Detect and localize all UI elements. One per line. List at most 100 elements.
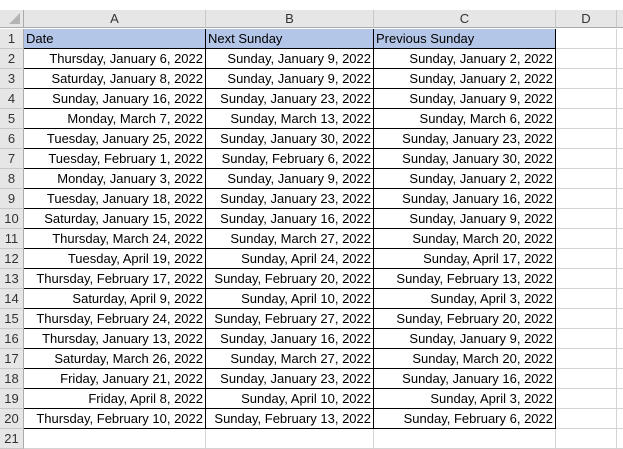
cell[interactable]: Sunday, January 16, 2022 [24,89,206,109]
cell[interactable]: Sunday, April 10, 2022 [206,389,374,409]
cell[interactable]: Sunday, January 2, 2022 [374,49,556,69]
row-header[interactable]: 20 [0,409,24,429]
cell[interactable]: Monday, March 7, 2022 [24,109,206,129]
row-header[interactable]: 6 [0,129,24,149]
cell[interactable]: Sunday, April 10, 2022 [206,289,374,309]
cell[interactable] [617,349,623,369]
column-header-B[interactable]: B [206,10,374,28]
row-header[interactable]: 14 [0,289,24,309]
cell[interactable] [617,289,623,309]
cell[interactable]: Sunday, January 16, 2022 [374,189,556,209]
cell[interactable]: Sunday, January 30, 2022 [374,149,556,169]
cell[interactable] [617,109,623,129]
row-header[interactable]: 18 [0,369,24,389]
row-header[interactable]: 1 [0,29,24,49]
cell[interactable]: Sunday, March 13, 2022 [206,109,374,129]
cell[interactable] [617,209,623,229]
cell[interactable]: Sunday, February 13, 2022 [206,409,374,429]
row-header[interactable]: 7 [0,149,24,169]
cell[interactable]: Sunday, January 9, 2022 [206,69,374,89]
column-header-C[interactable]: C [374,10,556,28]
cell[interactable] [556,369,617,389]
cell[interactable]: Sunday, February 20, 2022 [206,269,374,289]
cell[interactable]: Sunday, April 3, 2022 [374,389,556,409]
cell[interactable] [556,169,617,189]
cell[interactable] [374,429,556,449]
cell[interactable]: Sunday, January 23, 2022 [206,369,374,389]
cell[interactable] [556,209,617,229]
cell[interactable] [556,149,617,169]
cell[interactable]: Sunday, January 9, 2022 [374,329,556,349]
cell[interactable] [556,89,617,109]
cell[interactable]: Sunday, January 2, 2022 [374,69,556,89]
header-cell[interactable]: Previous Sunday [374,29,556,49]
cell[interactable] [556,429,617,449]
cell[interactable]: Sunday, January 30, 2022 [206,129,374,149]
cell[interactable] [617,169,623,189]
cell[interactable] [556,329,617,349]
cell[interactable]: Sunday, January 9, 2022 [374,209,556,229]
cell[interactable]: Thursday, February 10, 2022 [24,409,206,429]
cell[interactable] [617,309,623,329]
row-header[interactable]: 2 [0,49,24,69]
row-header[interactable]: 19 [0,389,24,409]
row-header[interactable]: 16 [0,329,24,349]
cell[interactable] [617,129,623,149]
cell[interactable] [617,409,623,429]
cell[interactable] [617,429,623,449]
cell[interactable] [617,389,623,409]
cell[interactable] [556,389,617,409]
cell[interactable]: Saturday, March 26, 2022 [24,349,206,369]
cell[interactable]: Tuesday, January 25, 2022 [24,129,206,149]
cell[interactable] [206,429,374,449]
cell[interactable]: Sunday, January 23, 2022 [206,189,374,209]
cell[interactable]: Sunday, January 2, 2022 [374,169,556,189]
cell[interactable] [556,249,617,269]
row-header[interactable]: 12 [0,249,24,269]
cell[interactable]: Tuesday, January 18, 2022 [24,189,206,209]
select-all-button[interactable] [0,10,24,28]
cell[interactable]: Thursday, February 24, 2022 [24,309,206,329]
column-header-E[interactable] [617,10,623,28]
column-header-A[interactable]: A [24,10,206,28]
cell[interactable] [556,269,617,289]
cell[interactable]: Sunday, January 16, 2022 [374,369,556,389]
cell[interactable] [617,369,623,389]
cell[interactable] [617,229,623,249]
cell[interactable] [617,329,623,349]
cell[interactable]: Sunday, January 23, 2022 [206,89,374,109]
cell[interactable] [556,349,617,369]
cell[interactable] [617,69,623,89]
row-header[interactable]: 3 [0,69,24,89]
header-cell[interactable]: Date [24,29,206,49]
cell[interactable]: Sunday, April 17, 2022 [374,249,556,269]
cell[interactable]: Friday, January 21, 2022 [24,369,206,389]
cell[interactable]: Sunday, March 27, 2022 [206,349,374,369]
cell[interactable]: Sunday, February 27, 2022 [206,309,374,329]
cell[interactable] [556,289,617,309]
row-header[interactable]: 5 [0,109,24,129]
row-header[interactable]: 15 [0,309,24,329]
cell[interactable]: Sunday, February 6, 2022 [374,409,556,429]
row-header[interactable]: 21 [0,429,24,449]
row-header[interactable]: 17 [0,349,24,369]
cell[interactable] [556,49,617,69]
cell[interactable] [556,189,617,209]
cell[interactable]: Saturday, April 9, 2022 [24,289,206,309]
cell[interactable]: Monday, January 3, 2022 [24,169,206,189]
cell[interactable] [556,229,617,249]
cell[interactable] [556,69,617,89]
cell[interactable] [556,129,617,149]
cell[interactable] [617,249,623,269]
row-header[interactable]: 10 [0,209,24,229]
row-header[interactable]: 8 [0,169,24,189]
cell[interactable] [556,309,617,329]
cell[interactable]: Sunday, March 6, 2022 [374,109,556,129]
cell[interactable]: Tuesday, April 19, 2022 [24,249,206,269]
cell[interactable]: Sunday, February 20, 2022 [374,309,556,329]
cell[interactable] [556,409,617,429]
row-header[interactable]: 11 [0,229,24,249]
cell[interactable] [556,109,617,129]
cell[interactable]: Sunday, January 16, 2022 [206,329,374,349]
cell[interactable]: Thursday, January 6, 2022 [24,49,206,69]
